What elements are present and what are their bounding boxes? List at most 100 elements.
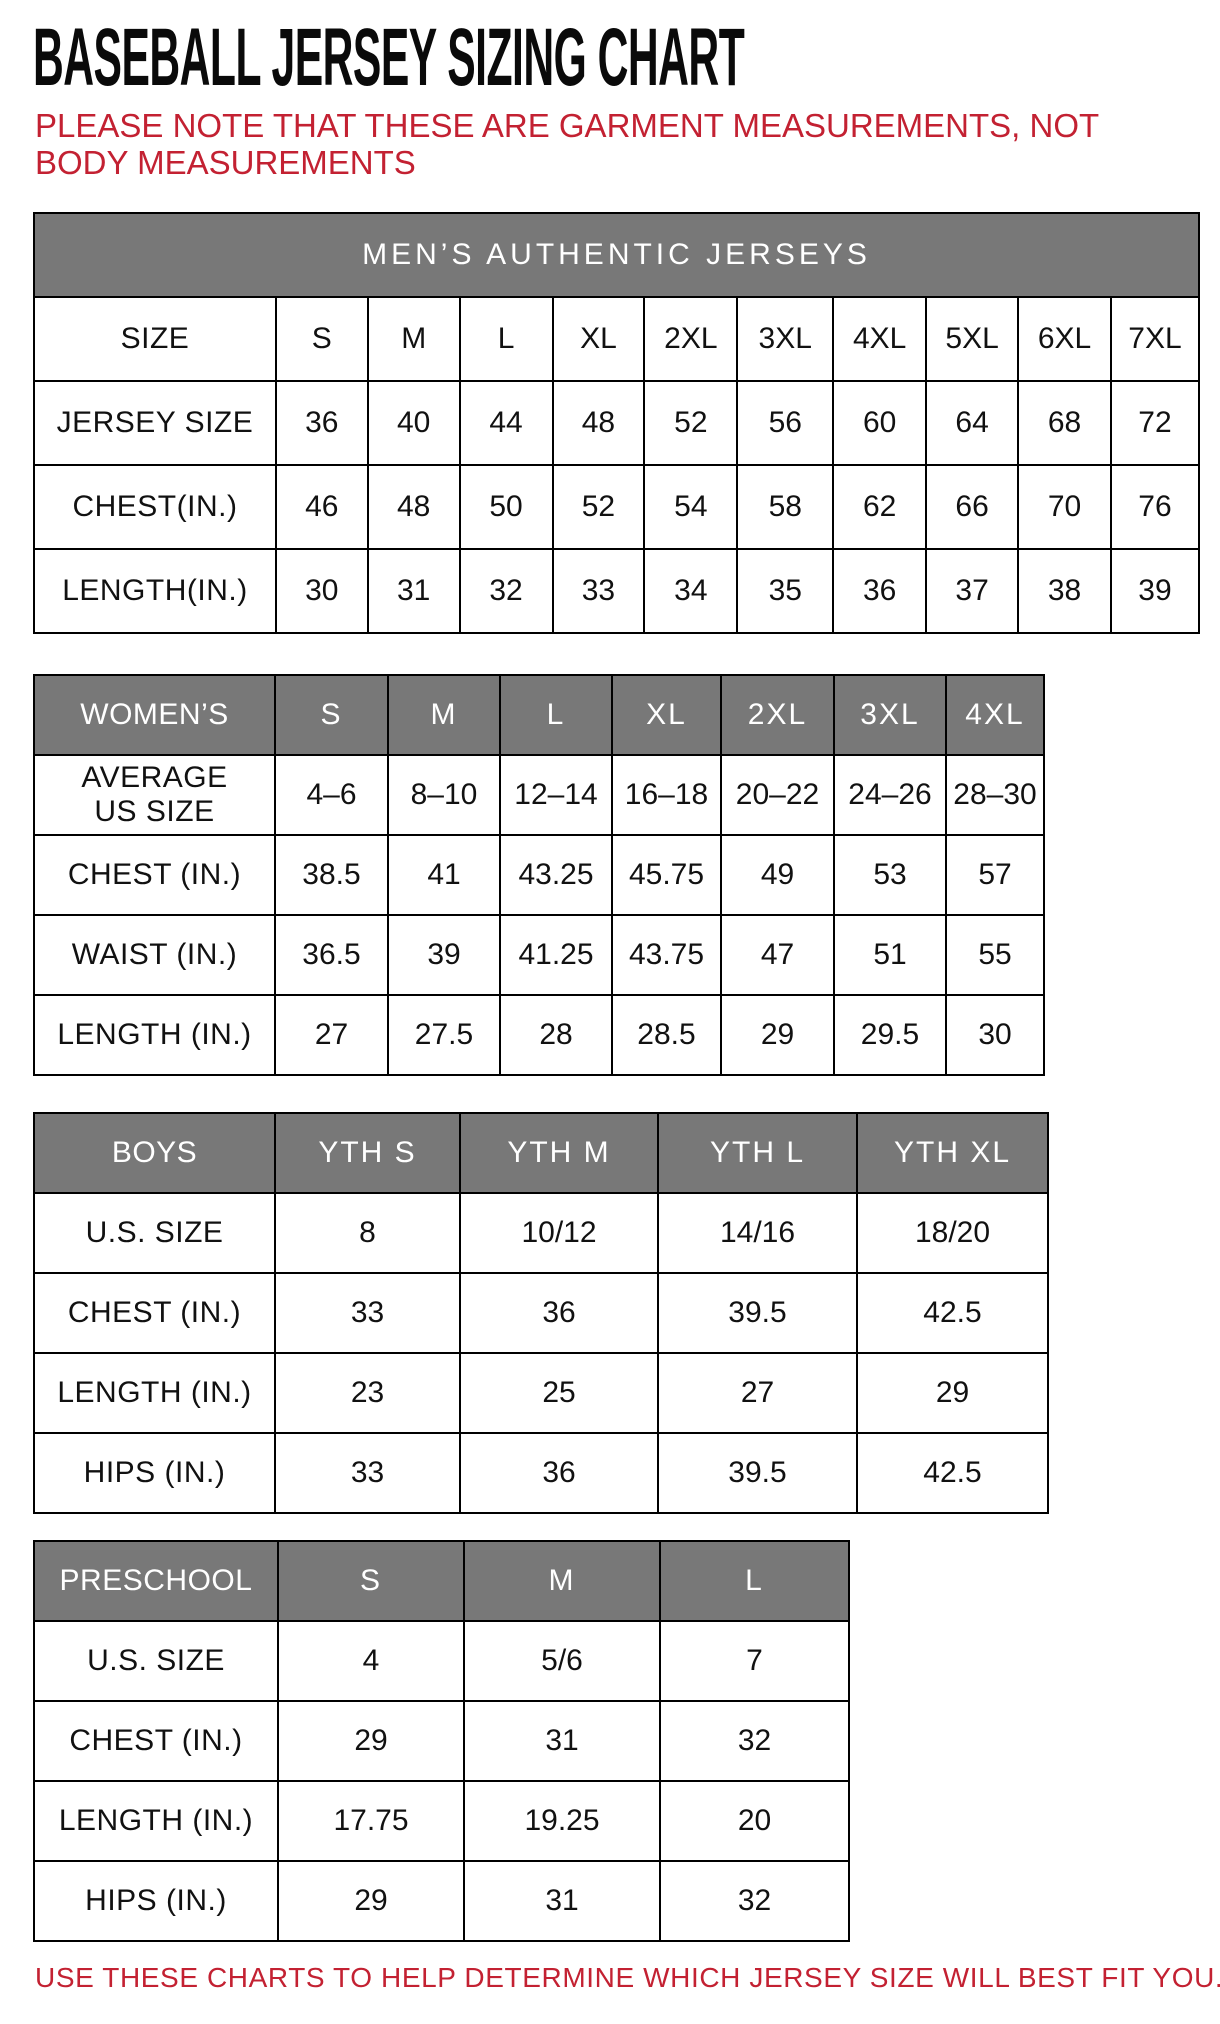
value-cell: 52 <box>643 379 739 466</box>
column-header: YTH L <box>657 1111 858 1194</box>
column-header: 4XL <box>832 295 928 382</box>
table-row: CHEST(IN.) 46 48 50 52 54 58 62 66 70 76 <box>33 463 1201 550</box>
value-cell: 24–26 <box>833 753 947 836</box>
value-cell: 41 <box>387 833 501 916</box>
column-header: YTH XL <box>856 1111 1049 1194</box>
row-label: CHEST (IN.) <box>33 1271 276 1354</box>
table-row: HIPS (IN.) 29 31 32 <box>33 1859 850 1942</box>
preschool-table-head: PRESCHOOL S M L <box>33 1539 850 1622</box>
value-cell: 23 <box>274 1351 461 1434</box>
column-header: S <box>274 673 389 756</box>
column-header-row: PRESCHOOL S M L <box>33 1539 850 1622</box>
value-cell: 27 <box>274 993 389 1076</box>
value-cell: 17.75 <box>277 1779 465 1862</box>
table-banner-row: MEN’S AUTHENTIC JERSEYS <box>33 211 1200 298</box>
value-cell: 42.5 <box>856 1271 1049 1354</box>
value-cell: 10/12 <box>459 1191 659 1274</box>
value-cell: 38 <box>1017 547 1112 634</box>
row-label: CHEST (IN.) <box>33 1699 279 1782</box>
value-cell: 34 <box>643 547 739 634</box>
value-cell: 53 <box>833 833 947 916</box>
value-cell: 39 <box>1109 547 1201 634</box>
value-cell: 62 <box>832 463 928 550</box>
column-header: L <box>458 295 554 382</box>
womens-table-head: WOMEN’S S M L XL 2XL 3XL 4XL <box>33 673 1045 756</box>
table-row: LENGTH (IN.) 27 27.5 28 28.5 29 29.5 30 <box>33 993 1045 1076</box>
value-cell: 20 <box>659 1779 850 1862</box>
value-cell: 28 <box>499 993 613 1076</box>
value-cell: 30 <box>945 993 1045 1076</box>
value-cell: 52 <box>551 463 646 550</box>
table-row: AVERAGE US SIZE 4–6 8–10 12–14 16–18 20–22 24–… <box>33 753 1045 836</box>
value-cell: 28.5 <box>611 993 722 1076</box>
value-cell: 32 <box>659 1699 850 1782</box>
table-row: LENGTH(IN.) 30 31 32 33 34 35 36 37 38 39 <box>33 547 1201 634</box>
value-cell: 66 <box>925 463 1020 550</box>
column-header: 3XL <box>833 673 947 756</box>
column-header: L <box>499 673 613 756</box>
value-cell: 4 <box>277 1619 465 1702</box>
value-cell: 43.25 <box>499 833 613 916</box>
column-header: XL <box>551 295 646 382</box>
value-cell: 39.5 <box>657 1271 858 1354</box>
row-label: LENGTH (IN.) <box>33 1351 276 1434</box>
value-cell: 29 <box>856 1351 1049 1434</box>
column-header: PRESCHOOL <box>33 1539 279 1622</box>
table-row: HIPS (IN.) 33 36 39.5 42.5 <box>33 1431 1049 1514</box>
value-cell: 33 <box>551 547 646 634</box>
column-header: S <box>277 1539 465 1622</box>
value-cell: 49 <box>720 833 835 916</box>
womens-table-body: AVERAGE US SIZE 4–6 8–10 12–14 16–18 20–22 24–… <box>33 753 1045 1076</box>
column-header: 6XL <box>1017 295 1112 382</box>
value-cell: 31 <box>366 547 461 634</box>
column-header: BOYS <box>33 1111 276 1194</box>
page-title: BASEBALL JERSEY SIZING CHART <box>33 17 1200 99</box>
value-cell: 37 <box>925 547 1020 634</box>
column-header: M <box>387 673 501 756</box>
boys-sizing-table: BOYS YTH S YTH M YTH L YTH XL U.S. SIZE 8 10/1… <box>33 1111 1049 1514</box>
value-cell: 51 <box>833 913 947 996</box>
column-header: 5XL <box>925 295 1020 382</box>
column-header: 3XL <box>736 295 835 382</box>
value-cell: 48 <box>551 379 646 466</box>
column-header: M <box>366 295 461 382</box>
column-header: 4XL <box>945 673 1045 756</box>
row-label: U.S. SIZE <box>33 1619 279 1702</box>
value-cell: 36 <box>832 547 928 634</box>
table-row: LENGTH (IN.) 23 25 27 29 <box>33 1351 1049 1434</box>
value-cell: 29 <box>720 993 835 1076</box>
row-label: LENGTH(IN.) <box>33 547 277 634</box>
value-cell: 35 <box>736 547 835 634</box>
boys-table-body: U.S. SIZE 8 10/12 14/16 18/20 CHEST (IN.) 33 36… <box>33 1191 1049 1514</box>
value-cell: 33 <box>274 1431 461 1514</box>
value-cell: 42.5 <box>856 1431 1049 1514</box>
value-cell: 8–10 <box>387 753 501 836</box>
boys-table-head: BOYS YTH S YTH M YTH L YTH XL <box>33 1111 1049 1194</box>
value-cell: 31 <box>463 1699 661 1782</box>
womens-sizing-table: WOMEN’S S M L XL 2XL 3XL 4XL AVERAGE US SIZE 4–6… <box>33 673 1045 1076</box>
value-cell: 50 <box>458 463 554 550</box>
value-cell: 43.75 <box>611 913 722 996</box>
value-cell: 5/6 <box>463 1619 661 1702</box>
value-cell: 8 <box>274 1191 461 1274</box>
mens-table-head: MEN’S AUTHENTIC JERSEYS SIZE S M L XL 2XL 3XL 4X… <box>33 211 1201 382</box>
row-label: JERSEY SIZE <box>33 379 277 466</box>
column-header: 7XL <box>1109 295 1201 382</box>
mens-table-body: JERSEY SIZE 36 40 44 48 52 56 60 64 68 72 CHEST(IN.… <box>33 379 1201 634</box>
row-label: CHEST (IN.) <box>33 833 276 916</box>
value-cell: 45.75 <box>611 833 722 916</box>
table-row: CHEST (IN.) 33 36 39.5 42.5 <box>33 1271 1049 1354</box>
value-cell: 70 <box>1017 463 1112 550</box>
value-cell: 32 <box>659 1859 850 1942</box>
row-label: LENGTH (IN.) <box>33 993 276 1076</box>
table-row: JERSEY SIZE 36 40 44 48 52 56 60 64 68 72 <box>33 379 1201 466</box>
row-label: CHEST(IN.) <box>33 463 277 550</box>
value-cell: 30 <box>274 547 369 634</box>
column-header: S <box>274 295 369 382</box>
value-cell: 44 <box>458 379 554 466</box>
value-cell: 7 <box>659 1619 850 1702</box>
value-cell: 39.5 <box>657 1431 858 1514</box>
table-row: U.S. SIZE 8 10/12 14/16 18/20 <box>33 1191 1049 1274</box>
value-cell: 33 <box>274 1271 461 1354</box>
value-cell: 40 <box>366 379 461 466</box>
